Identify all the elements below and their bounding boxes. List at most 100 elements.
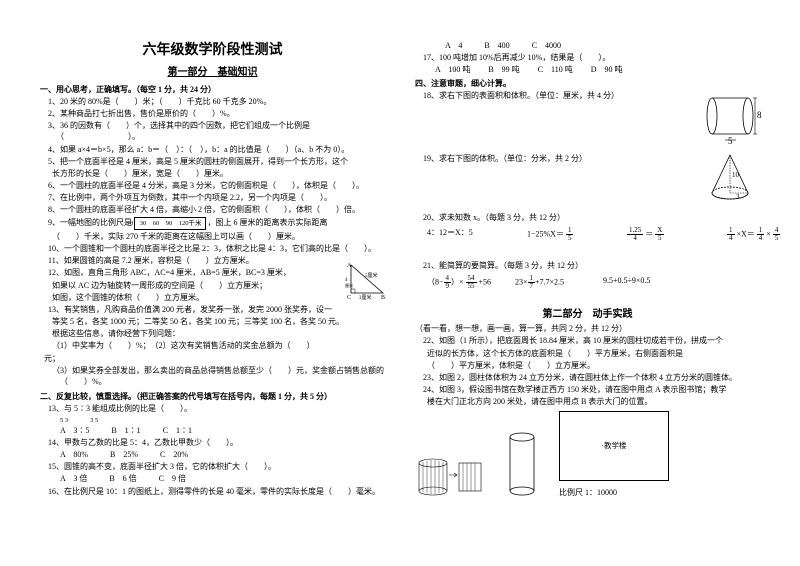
q10: 10、一个圆锥和一个圆柱的底面半径之比是 2：3，体积之比是 4：3，它们高的比… [48,243,385,254]
opt-c: C 1∶1 [163,425,192,436]
q9c: （ ）千米，实际 270 千米的距离在这幅图上可以画（ ）厘米。 [48,231,385,242]
svg-text:5厘米: 5厘米 [365,272,378,279]
q18-block: 18、求右下图的表面积和体积。（单位：厘米，共 4 分） 8 5 [415,90,760,152]
q5a: 5、把一个底面半径是 4 厘米，高是 5 厘米的圆柱的侧面展开，得到一个长方形，… [48,156,385,167]
q13-1a: （1）中奖率为（ ）%； （2）这次有奖销售活动的奖金总额为（ ） [48,340,385,351]
svg-text:8: 8 [757,110,762,120]
q13-opts: A 3∶5 B 1∶1 C 1∶1 [40,425,385,436]
q21-head: 21、能简算的要简算。（每题 3 分，共 12 分） [423,260,760,271]
building-area: ·教学楼 比例尺 1：10000 [559,411,669,498]
q13b: 等奖 5 名，各奖 1000 元；二等奖 50 名，各奖 100 元；三等奖 1… [48,316,385,327]
q21c: 9.5+0.5÷9×0.5 [603,275,673,290]
part2-intro: （看一看，想一想，画一画，算一算，共同 2 分，共 12 分） [415,323,760,334]
main-title: 六年级数学阶段性测试 [40,40,385,60]
q5b: 长方形的长是（ ）厘米，宽是（ ）厘米。 [48,168,385,179]
opt-b: B 25% [110,449,138,460]
frac-icon: 15 [566,227,574,242]
q9: 9、一幅地图的比例尺是 0 30 60 90 120千米 ，图上 6 厘米的距离… [48,217,385,230]
building-label: ·教学楼 [602,441,627,452]
opt-a: A 3 倍 [60,473,87,484]
opt-c: C 9 倍 [159,473,186,484]
svg-text:3: 3 [736,193,740,201]
q13c: 根据这些信息，请你经营下列问题： [48,328,385,339]
q22a: 22、如图（1 所示），把底面周长 18.84 厘米，高 10 厘米的圆柱切成若… [423,335,760,346]
building-box: ·教学楼 [559,411,669,481]
scale-text: 比例尺 1：10000 [559,487,669,498]
q22c: （ ）平方厘米，体积是（ ）立方厘米。 [423,360,760,371]
q21b: 23×17+7.7×2.5 [515,275,585,290]
q9a: 9、一幅地图的比例尺是 [48,218,132,227]
q13-opts-frac: 5 3 3 5 [40,416,385,425]
q12c: 如图，这个圆锥的体积（ ）立方厘米。 [48,292,385,303]
opt-a: A 3∶5 [60,425,89,436]
q20a: 4：12＝X：5 [427,227,497,242]
triangle-icon: A 4 5厘米 C 3厘米 B 厘米 [345,261,391,301]
opt-b: B 99 吨 [488,64,519,75]
opt-c: C 20% [160,449,188,460]
svg-text:C: C [347,295,351,301]
bottom-figures: ·教学楼 比例尺 1：10000 [415,411,760,498]
q13b-q: 13、与 5∶3 能组成比例的比是（ ）。 [48,403,385,414]
q1: 1、20 米的 80%是（ ）米；（ ）千克比 60 千克多 20%。 [48,96,385,107]
q9b: ，图上 6 厘米的距离表示实际距离 [208,218,328,227]
q7: 7、在比例中，两个外项互为倒数，其中一个内项是 2.2，另一个内项是（ ）。 [48,192,385,203]
section-b-head: 二、反复比较，慎重选择。（把正确答案的代号填写在括号内，每题 1 分，共 5 分… [40,391,385,402]
opt-c: C 110 吨 [538,64,573,75]
part1-heading: 第一部分 基础知识 [40,66,385,80]
q20b: 1−25%X＝ 15 [527,227,597,242]
q24b: 楼在大门正北方向 200 米处，请在图中用点 B 表示大门的位置。 [423,396,760,407]
q13a: 13、有奖销售，凡购商品价值满 200 元者，发奖券一张，发完 2000 张奖券… [48,304,385,315]
svg-text:A: A [347,263,352,269]
opt-a: A 100 吨 [435,64,470,75]
svg-text:厘米: 厘米 [345,282,353,288]
q17-opts: A 100 吨 B 99 吨 C 110 吨 D 90 吨 [415,64,760,75]
left-column: 六年级数学阶段性测试 第一部分 基础知识 一、用心思考，正确填写。（每空 1 分… [40,40,385,546]
opt-b: B 6 倍 [109,473,136,484]
opt-b: B 1∶1 [111,425,140,436]
ruler-icon: 0 30 60 90 120千米 [134,217,206,230]
q22b: 近似的长方体，这个长方体的底面积是（ ）平方厘米，右侧面面积是 [423,348,760,359]
cylinder-icon: 8 5 [700,86,764,146]
cone-icon: 10 3 [702,151,758,205]
q6: 6、一个圆柱的底面半径是 4 分米，高是 3 分米，它的侧面积是（ ），体积是（… [48,180,385,191]
opt-b: B 400 [484,40,509,51]
tall-cylinder-icon [505,429,539,499]
q20c: 1.254 ＝ X5 [627,227,697,242]
q20d: 14 ×X＝ 14 × 45 [727,227,797,242]
q16: 16、在比例尺是 10：1 的图纸上，测得零件的长是 40 毫米，零件的实际长度… [48,486,385,497]
q21-row: （8−49）× 5455 +56 23×17+7.7×2.5 9.5+0.5÷9… [427,275,760,290]
svg-text:B: B [381,295,385,301]
cut-cylinder-icon [415,449,485,499]
svg-text:10: 10 [732,171,740,179]
q14-opts: A 80% B 25% C 20% [40,449,385,460]
q15: 15、圆锥的高不变，底面半径扩大 3 倍，它的体积扩大（ ）。 [48,461,385,472]
q20-row1: 4：12＝X：5 1−25%X＝ 15 1.254 ＝ X5 14 ×X＝ 14… [427,227,760,242]
q4: 4、如果 a×4＝b×5，那么 a：b＝（ ）：（ ），b：a 的比值是（ ）（… [48,144,385,155]
q20-head: 20、求未知数 x。（每题 3 分，共 12 分） [423,212,760,223]
opt-d: D 90 吨 [591,64,623,75]
opt-a: A 80% [60,449,88,460]
opt-a: A 4 [445,40,462,51]
q11: 11、如果圆锥的高是 7.2 厘米，容积是（ ）立方厘米。 [48,255,385,266]
right-column: A 4 B 400 C 4000 17、100 吨增加 10%后再减少 10%，… [415,40,760,546]
q15-opts: A 3 倍 B 6 倍 C 9 倍 [40,473,385,484]
q3: 3、36 的因数有（ ）个，选择其中的四个因数，把它们组成一个比例是（ ）。 [48,120,385,142]
q12b: 如果以 AC 边为轴旋转一周形成的空间是（ ）立方厘米； [48,280,385,291]
svg-text:3厘米: 3厘米 [359,294,372,301]
q16-opts: A 4 B 400 C 4000 [415,40,760,51]
q17: 17、100 吨增加 10%后再减少 10%，结果是（ ）。 [423,52,760,63]
section-a-head: 一、用心思考，正确填写。（每空 1 分，共 24 分） [40,84,385,95]
q12a: 12、如图，直角三角形 ABC，AC=4 厘米，AB=5 厘米，BC=3 厘米， [48,267,385,278]
q13-3: （3）如果奖券全部发出，那么卖出的商品总得销售总额至少（ ）元，奖金额占销售总额… [48,365,385,387]
q19-block: 19、求右下图的体积。（单位：分米，共 2 分） 10 3 [415,153,760,211]
q23: 23、如图 2，圆柱体体积为 24 立方分米，请在圆柱体上作一个体积 4 立方分… [423,372,760,383]
q2: 2、某种商品打七折出售，售价是原价的（ ）%。 [48,108,385,119]
q21a: （8−49）× 5455 +56 [427,275,497,290]
q13-1b: 元； [48,353,385,364]
svg-text:5: 5 [728,136,733,146]
q8: 8、一个圆柱的底面半径扩大 4 倍，高缩小 2 倍，它的侧面积（ ），体积（ ）… [48,204,385,215]
q12-with-triangle: 12、如图，直角三角形 ABC，AC=4 厘米，AB=5 厘米，BC=3 厘米，… [40,267,385,303]
part2-heading: 第二部分 动手实践 [415,308,760,322]
opt-c: C 4000 [532,40,561,51]
q14: 14、甲数与乙数的比是 5：4，乙数比甲数少（ ）。 [48,437,385,448]
